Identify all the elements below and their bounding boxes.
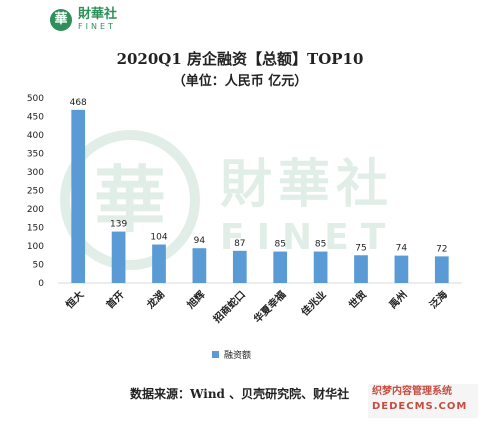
y-tick-label: 250	[27, 187, 44, 197]
x-category-label: 世贸	[346, 288, 369, 311]
stamp-line-1: 织梦内容管理系统	[372, 386, 452, 397]
watermark-name-en: FINET	[220, 217, 398, 258]
x-category-label: 禹州	[386, 288, 409, 311]
finet-watermark: 華 財華社 FINET	[60, 130, 397, 270]
bar	[394, 255, 409, 283]
y-tick-label: 0	[38, 279, 44, 289]
overlay-stamp: 织梦内容管理系统 DEDECMS.COM	[368, 384, 478, 418]
logo-name-cn: 財華社	[78, 7, 118, 22]
x-category-label: 恒大	[63, 288, 86, 311]
logo-name-en: FINET	[78, 22, 116, 31]
x-category-label: 佳兆业	[298, 288, 328, 318]
logo-text: 財華社 FINET	[78, 7, 118, 32]
y-tick-label: 150	[27, 224, 44, 234]
bar	[354, 255, 368, 283]
bar	[111, 231, 126, 283]
y-tick-label: 350	[27, 150, 44, 160]
watermark-text: 財華社 FINET	[220, 142, 397, 258]
bar	[273, 251, 288, 283]
stamp-line-2: DEDECMS.COM	[372, 401, 468, 412]
y-tick-label: 200	[27, 205, 44, 215]
bar-value-label: 85	[274, 240, 285, 250]
finet-logo: 華 財華社 FINET	[50, 8, 117, 31]
y-tick-label: 500	[27, 94, 44, 104]
bar	[434, 256, 449, 283]
x-category-label: 泛海	[427, 288, 450, 311]
y-tick-label: 50	[33, 261, 45, 271]
bar	[71, 109, 86, 283]
logo-badge: 華	[50, 8, 72, 31]
y-tick-label: 100	[27, 242, 44, 252]
legend-swatch	[212, 351, 219, 358]
bar	[152, 244, 166, 283]
y-tick-label: 450	[27, 113, 44, 123]
bar	[232, 250, 247, 283]
bar	[192, 248, 207, 283]
y-tick-label: 300	[27, 168, 44, 178]
watermark-name-cn: 財華社	[220, 154, 395, 215]
bar-value-label: 104	[150, 233, 167, 243]
x-category-label: 龙湖	[143, 288, 167, 312]
bar-value-label: 94	[194, 236, 206, 246]
bar-value-label: 468	[70, 98, 87, 108]
bar-value-label: 72	[436, 244, 447, 254]
bar	[313, 251, 328, 283]
y-tick-label: 400	[27, 131, 44, 141]
x-category-label: 华夏幸福	[251, 288, 288, 325]
chart-title: 2020Q1 房企融资【总额】TOP10	[116, 50, 364, 68]
bar-value-label: 74	[396, 244, 408, 254]
bar-value-label: 75	[355, 243, 366, 253]
chart-legend: 融资额	[212, 348, 251, 361]
data-source-note: 数据来源：Wind 、贝壳研究院、财华社	[130, 387, 350, 401]
x-category-label: 招商蛇口	[210, 288, 247, 325]
bar-value-label: 87	[234, 239, 245, 249]
x-category-label: 旭辉	[183, 288, 207, 312]
watermark-badge: 華	[60, 130, 200, 270]
chart-subtitle: （单位：人民币 亿元）	[172, 74, 308, 89]
bar-value-label: 85	[315, 240, 326, 250]
legend-label: 融资额	[224, 351, 252, 361]
x-category-label: 首开	[103, 288, 126, 311]
bar-value-label: 139	[110, 220, 127, 230]
